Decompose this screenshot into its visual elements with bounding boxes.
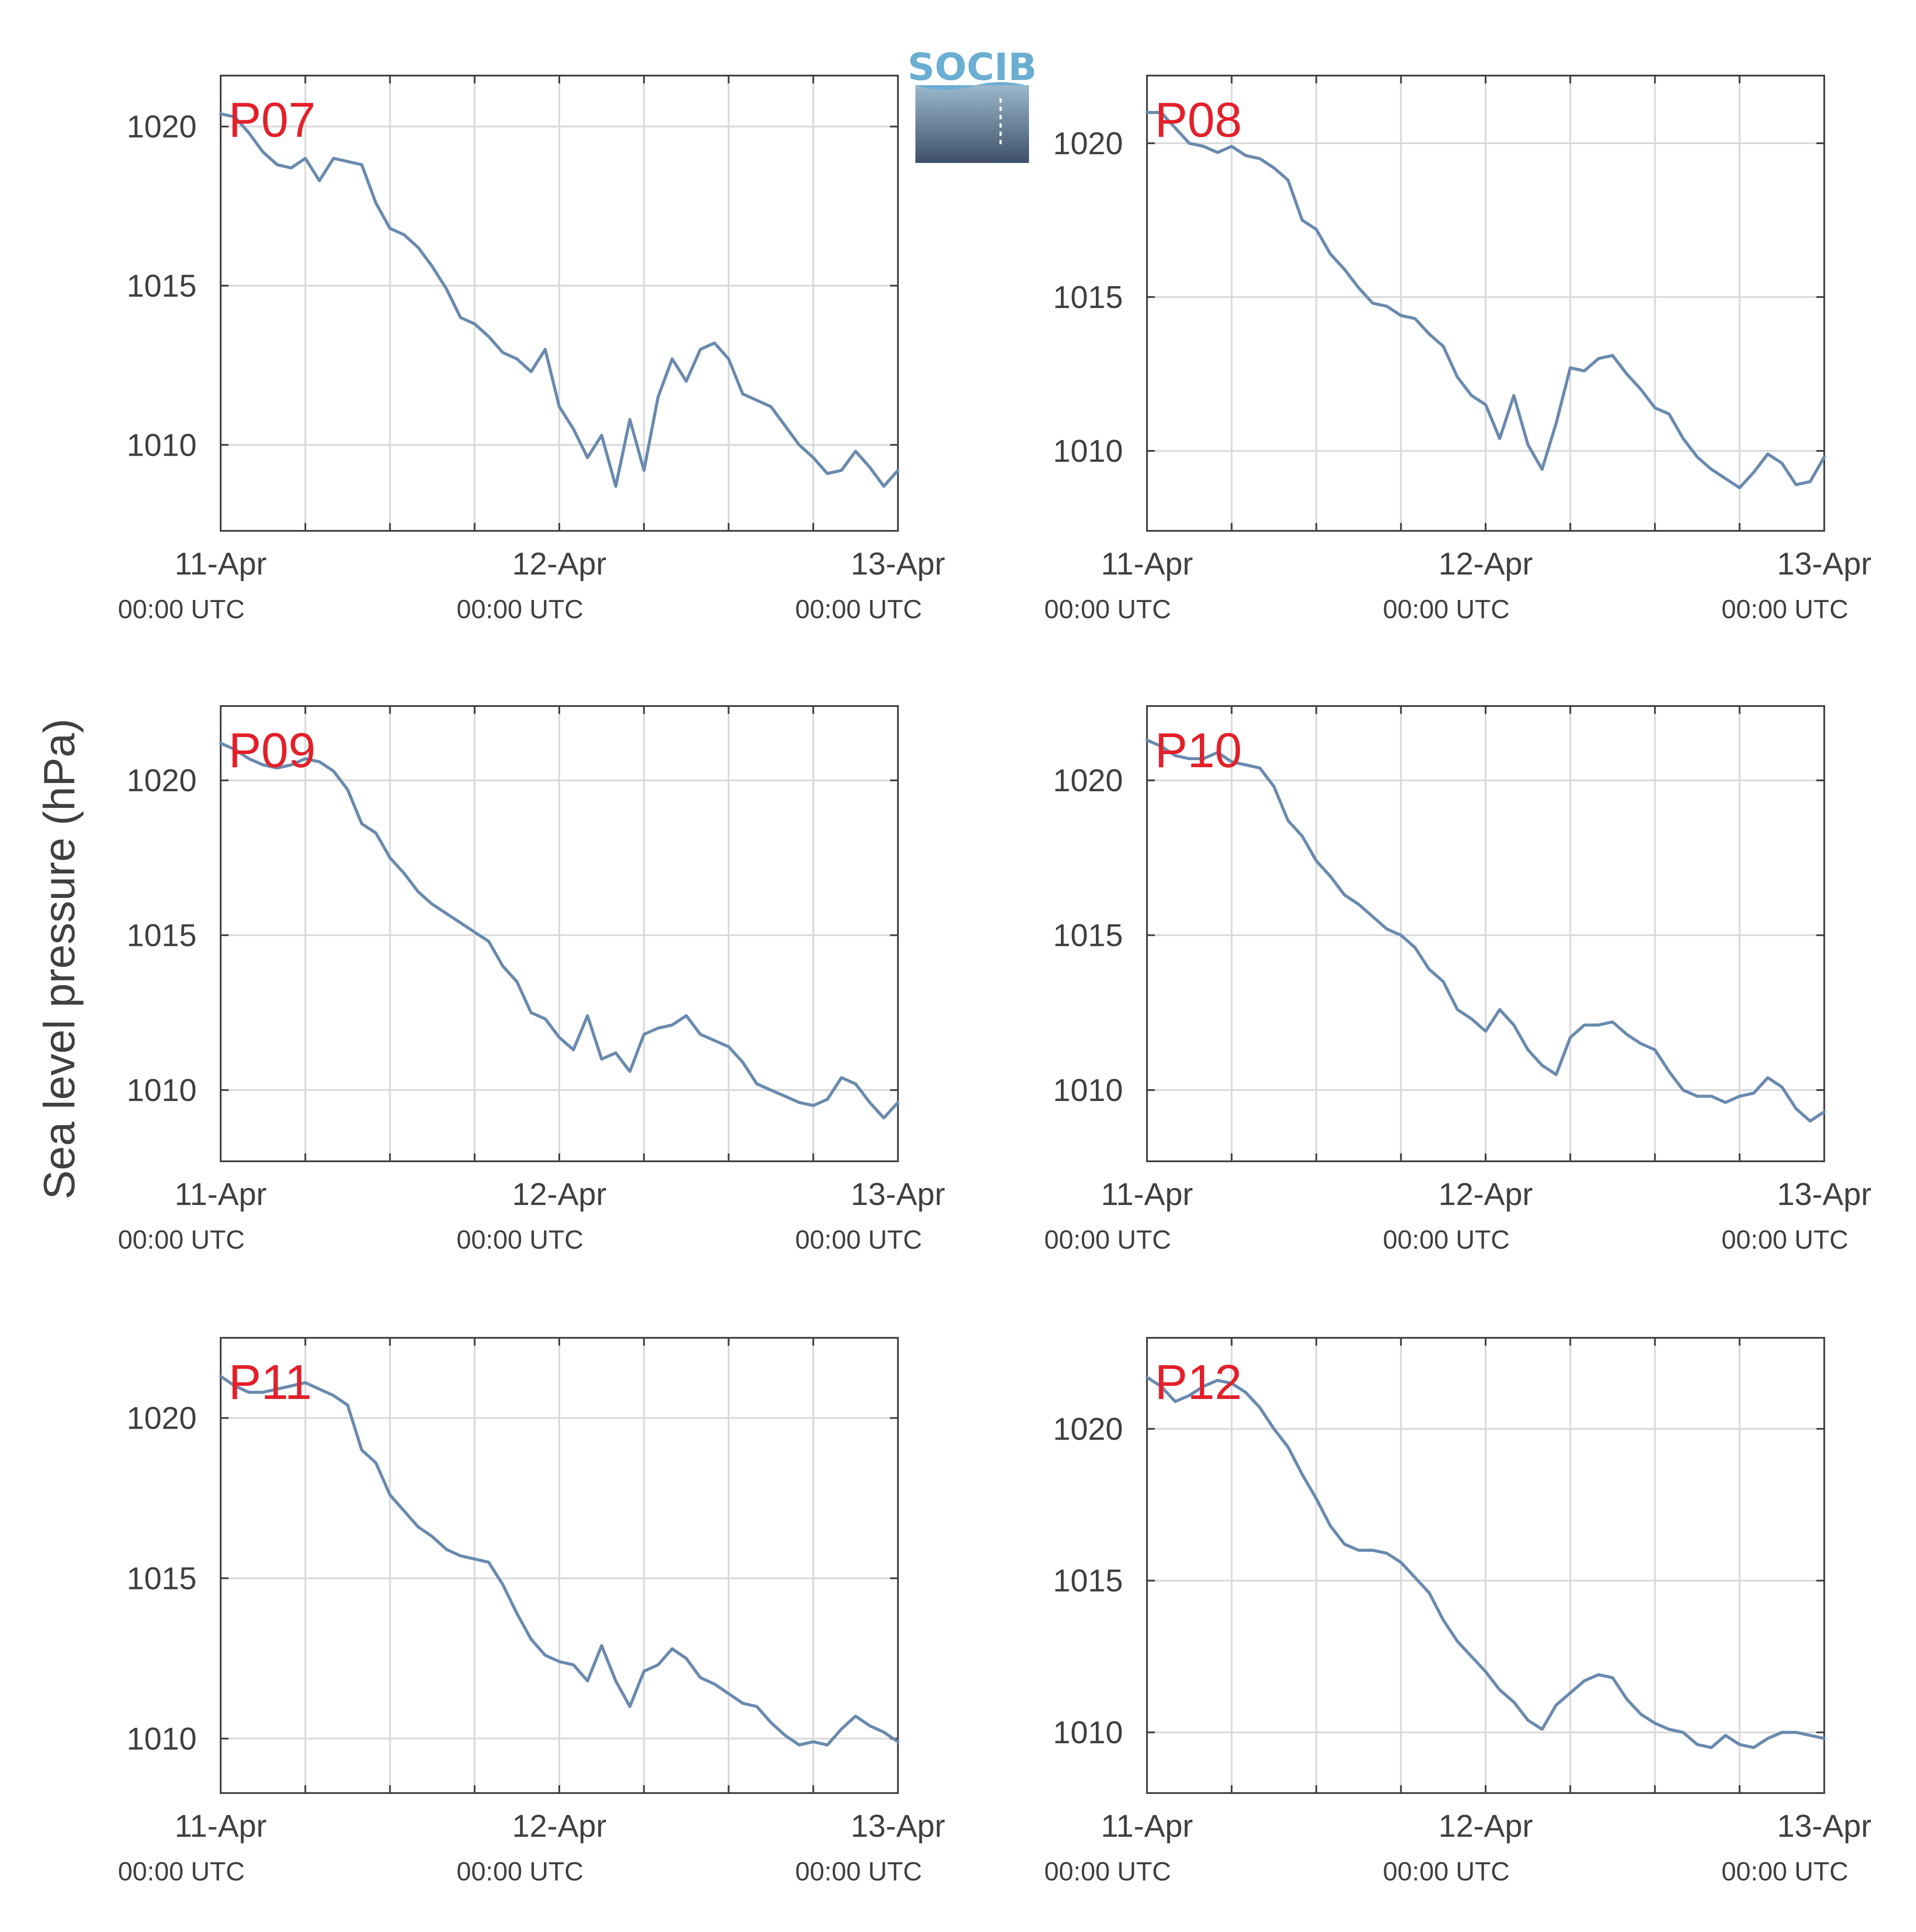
y-axis-label: Sea level pressure (hPa) [35,719,84,1200]
y-tick-label: 1010 [127,1073,197,1108]
x-tick-sublabel: 00:00 UTC [457,1857,583,1886]
y-tick-label: 1015 [127,918,197,953]
x-tick-label: 11-Apr [1101,547,1193,582]
x-tick-sublabel: 00:00 UTC [457,595,583,624]
x-tick-sublabel: 00:00 UTC [1044,1857,1171,1886]
y-tick-label: 1010 [127,428,197,463]
panel-label: P08 [1155,93,1242,147]
chart-panel-p10: 1010 1015 1020 11-Apr 00:00 UTC 12-Apr 00:00 U… [1044,705,1871,1254]
chart-panel-p07: 1010 1015 1020 11-Apr 00:00 UTC 12-Apr 00:00 U… [118,75,945,624]
y-tick-label: 1020 [127,763,197,798]
x-tick-label: 13-Apr [851,547,945,582]
x-tick-label: 13-Apr [1777,1177,1871,1212]
y-tick-label: 1020 [1053,1412,1123,1447]
x-tick-label: 12-Apr [1438,547,1533,582]
logo-wave [915,82,1029,90]
x-tick-label: 12-Apr [512,1809,606,1844]
chart-panel-p12: 1010 1015 1020 11-Apr 00:00 UTC 12-Apr 00:00 U… [1044,1337,1871,1886]
socib-logo: SOCIB [908,45,1037,163]
series-line [1145,738,1826,1123]
x-tick-label: 12-Apr [512,1177,606,1212]
y-tick-label: 1020 [1053,763,1123,798]
x-tick-label: 11-Apr [175,1177,267,1212]
x-tick-sublabel: 00:00 UTC [795,1857,922,1886]
x-tick-sublabel: 00:00 UTC [795,595,922,624]
x-tick-sublabel: 00:00 UTC [118,595,245,624]
y-tick-label: 1015 [1053,1564,1123,1599]
series-line [219,1375,900,1747]
x-tick-sublabel: 00:00 UTC [118,1225,245,1254]
x-tick-label: 13-Apr [1777,1809,1871,1844]
x-tick-label: 13-Apr [851,1177,945,1212]
x-tick-sublabel: 00:00 UTC [1383,1857,1510,1886]
x-tick-label: 11-Apr [175,1809,267,1844]
panel-label: P09 [229,723,315,778]
y-tick-label: 1015 [1053,280,1123,315]
y-tick-label: 1020 [127,1401,197,1436]
x-tick-label: 12-Apr [1438,1809,1533,1844]
x-tick-sublabel: 00:00 UTC [118,1857,245,1886]
panel-label: P12 [1155,1355,1242,1409]
y-tick-label: 1015 [127,269,197,304]
panel-label: P10 [1155,723,1242,778]
y-tick-label: 1010 [127,1721,197,1756]
x-tick-sublabel: 00:00 UTC [1383,595,1510,624]
chart-panel-p09: 1010 1015 1020 11-Apr 00:00 UTC 12-Apr 00:00 U… [118,705,945,1254]
logo-text: SOCIB [908,45,1037,89]
x-tick-label: 12-Apr [512,547,606,582]
x-tick-sublabel: 00:00 UTC [1044,1225,1171,1254]
x-tick-sublabel: 00:00 UTC [1722,1225,1848,1254]
y-tick-label: 1010 [1053,434,1123,469]
logo-block [915,85,1029,163]
series-line [1145,1375,1826,1749]
chart-panel-p11: 1010 1015 1020 11-Apr 00:00 UTC 12-Apr 00:00 U… [118,1337,945,1886]
y-tick-label: 1010 [1053,1073,1123,1108]
series-line [1145,111,1826,489]
y-tick-label: 1020 [127,110,197,145]
y-tick-label: 1015 [127,1561,197,1596]
y-tick-label: 1020 [1053,126,1123,161]
series-line [219,112,900,488]
x-tick-sublabel: 00:00 UTC [457,1225,583,1254]
x-tick-label: 11-Apr [1101,1177,1193,1212]
x-tick-sublabel: 00:00 UTC [1383,1225,1510,1254]
x-tick-label: 13-Apr [1777,547,1871,582]
x-tick-label: 11-Apr [175,547,267,582]
x-tick-sublabel: 00:00 UTC [1722,595,1848,624]
series-line [219,741,900,1120]
x-tick-sublabel: 00:00 UTC [795,1225,922,1254]
y-tick-label: 1010 [1053,1715,1123,1750]
x-tick-label: 12-Apr [1438,1177,1533,1212]
x-tick-label: 11-Apr [1101,1809,1193,1844]
x-tick-label: 13-Apr [851,1809,945,1844]
panel-label: P11 [229,1355,312,1409]
panel-label: P07 [229,93,315,147]
chart-panel-p08: 1010 1015 1020 11-Apr 00:00 UTC 12-Apr 00:00 U… [1044,75,1871,624]
x-tick-sublabel: 00:00 UTC [1722,1857,1848,1886]
y-tick-label: 1015 [1053,918,1123,953]
x-tick-sublabel: 00:00 UTC [1044,595,1171,624]
